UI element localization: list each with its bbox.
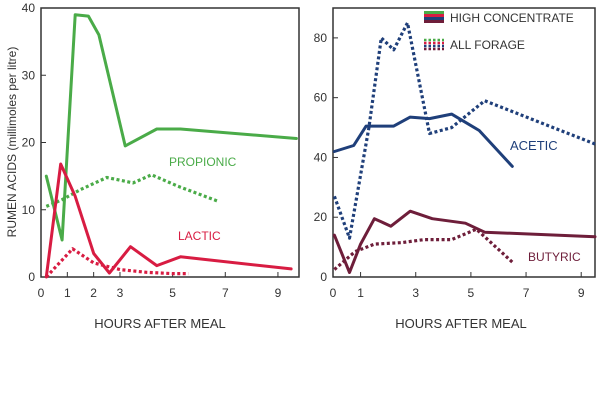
plot-layer: 0 1 2 3 5 7 9 0 10 20 30 40 0 1 3 5 7 9 0 20 40 60 80	[22, 1, 597, 300]
left-x-tick-label: 5	[169, 286, 176, 300]
legend-swatch-all-forage	[424, 38, 444, 51]
right-x-tick-label: 3	[412, 286, 419, 300]
legend-label-all-forage: ALL FORAGE	[450, 38, 525, 52]
butyric-annotation: BUTYRIC	[528, 250, 581, 264]
y-axis-label: RUMEN ACIDS (millimoles per litre)	[5, 47, 19, 238]
right-x-tick-label: 7	[523, 286, 530, 300]
right-y-tick-label: 0	[320, 270, 327, 284]
left-series-lactic-high-concentrate	[44, 162, 293, 279]
left-y-tick-label: 40	[22, 1, 36, 15]
propionic-annotation: PROPIONIC	[169, 155, 237, 169]
right-x-axis-label: HOURS AFTER MEAL	[395, 316, 526, 331]
left-x-axis-label: HOURS AFTER MEAL	[94, 316, 225, 331]
left-y-tick-label: 30	[22, 68, 36, 82]
left-y-tick-label: 10	[22, 203, 36, 217]
left-x-tick-label: 0	[38, 286, 45, 300]
lactic-annotation: LACTIC	[178, 229, 221, 243]
left-x-tick-label: 9	[275, 286, 282, 300]
left-series-propionic-high-concentrate	[44, 13, 298, 242]
acetic-annotation: ACETIC	[510, 138, 558, 153]
right-x-tick-label: 1	[357, 286, 364, 300]
legend-swatch-high-concentrate	[424, 11, 444, 23]
right-x-tick-label: 9	[578, 286, 585, 300]
left-series-propionic-all-forage	[45, 173, 218, 208]
left-plot-frame	[40, 7, 300, 278]
left-x-tick-label: 3	[117, 286, 124, 300]
right-x-tick-label: 5	[468, 286, 475, 300]
left-x-tick-label: 2	[90, 286, 97, 300]
left-series-lactic-all-forage	[45, 247, 189, 279]
right-series-acetic-high-concentrate	[332, 112, 514, 168]
right-x-tick-label: 0	[330, 286, 337, 300]
right-y-tick-label: 60	[314, 91, 328, 105]
right-series-acetic-all-forage	[332, 21, 596, 240]
legend: HIGH CONCENTRATE ALL FORAGE	[424, 11, 574, 52]
left-x-tick-label: 1	[64, 286, 71, 300]
left-y-tick-label: 0	[28, 270, 35, 284]
right-series-butyric-all-forage	[333, 227, 514, 271]
right-y-tick-label: 40	[314, 150, 328, 164]
legend-label-high-concentrate: HIGH CONCENTRATE	[450, 11, 574, 25]
left-y-tick-label: 20	[22, 136, 36, 150]
right-y-tick-label: 20	[314, 210, 328, 224]
left-x-tick-label: 7	[222, 286, 229, 300]
right-y-tick-label: 80	[314, 31, 328, 45]
right-series-butyric-high-concentrate	[332, 209, 597, 274]
